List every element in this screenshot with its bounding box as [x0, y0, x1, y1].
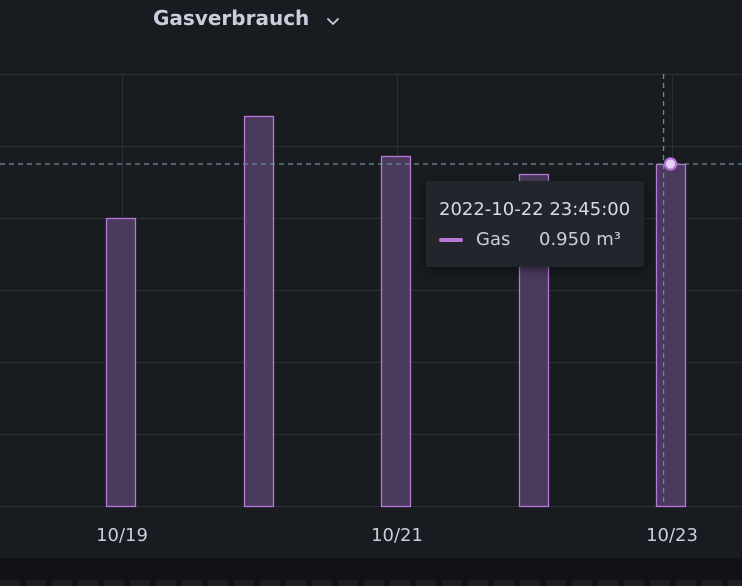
- footer-dash: [26, 580, 46, 586]
- footer-dash: [598, 580, 618, 586]
- footer-dash: [468, 580, 488, 586]
- x-tick-label: 10/23: [646, 525, 698, 546]
- footer-dash: [312, 580, 332, 586]
- footer-dash: [52, 580, 72, 586]
- bar: [105, 217, 137, 508]
- panel-header: Gasverbrauch: [0, 0, 742, 40]
- footer-dash: [338, 580, 358, 586]
- footer-dash: [208, 580, 228, 586]
- footer-dash: [104, 580, 124, 586]
- panel-title: Gasverbrauch: [153, 6, 310, 30]
- panel-footer: [0, 558, 742, 586]
- footer-dash: [702, 580, 722, 586]
- footer-dash: [546, 580, 566, 586]
- footer-dash: [624, 580, 644, 586]
- footer-dash: [234, 580, 254, 586]
- x-tick-label: 10/19: [96, 525, 148, 546]
- bar: [655, 163, 687, 508]
- footer-dash: [260, 580, 280, 586]
- footer-dash: [156, 580, 176, 586]
- bar: [380, 155, 412, 508]
- footer-dash: [520, 580, 540, 586]
- x-axis-ticks: 10/19 10/21 10/23: [96, 525, 698, 546]
- footer-dash: [650, 580, 670, 586]
- footer-dash: [364, 580, 384, 586]
- footer-dash: [442, 580, 462, 586]
- footer-dash: [0, 580, 20, 586]
- bars: [105, 115, 687, 508]
- footer-dash: [728, 580, 742, 586]
- footer-dash: [286, 580, 306, 586]
- panel-title-menu[interactable]: Gasverbrauch: [153, 6, 340, 32]
- footer-dash: [494, 580, 514, 586]
- tooltip: 2022-10-22 23:45:00 Gas 0.950 m³: [426, 181, 644, 267]
- chevron-down-icon: [326, 8, 340, 32]
- x-tick-label: 10/21: [371, 525, 423, 546]
- footer-dash: [130, 580, 150, 586]
- footer-dash: [676, 580, 696, 586]
- series-color-swatch: [439, 238, 463, 242]
- bar-chart[interactable]: 10/19 10/21 10/23: [0, 0, 742, 558]
- tooltip-time: 2022-10-22 23:45:00: [439, 199, 631, 220]
- footer-dash: [78, 580, 98, 586]
- footer-dash: [182, 580, 202, 586]
- footer-dash: [390, 580, 410, 586]
- crosshair: [0, 74, 742, 506]
- footer-dash: [572, 580, 592, 586]
- tooltip-series-name: Gas: [476, 229, 511, 250]
- bar: [243, 115, 275, 508]
- hover-point: [664, 157, 678, 171]
- footer-dash: [416, 580, 436, 586]
- tooltip-value: 0.950 m³: [539, 229, 622, 250]
